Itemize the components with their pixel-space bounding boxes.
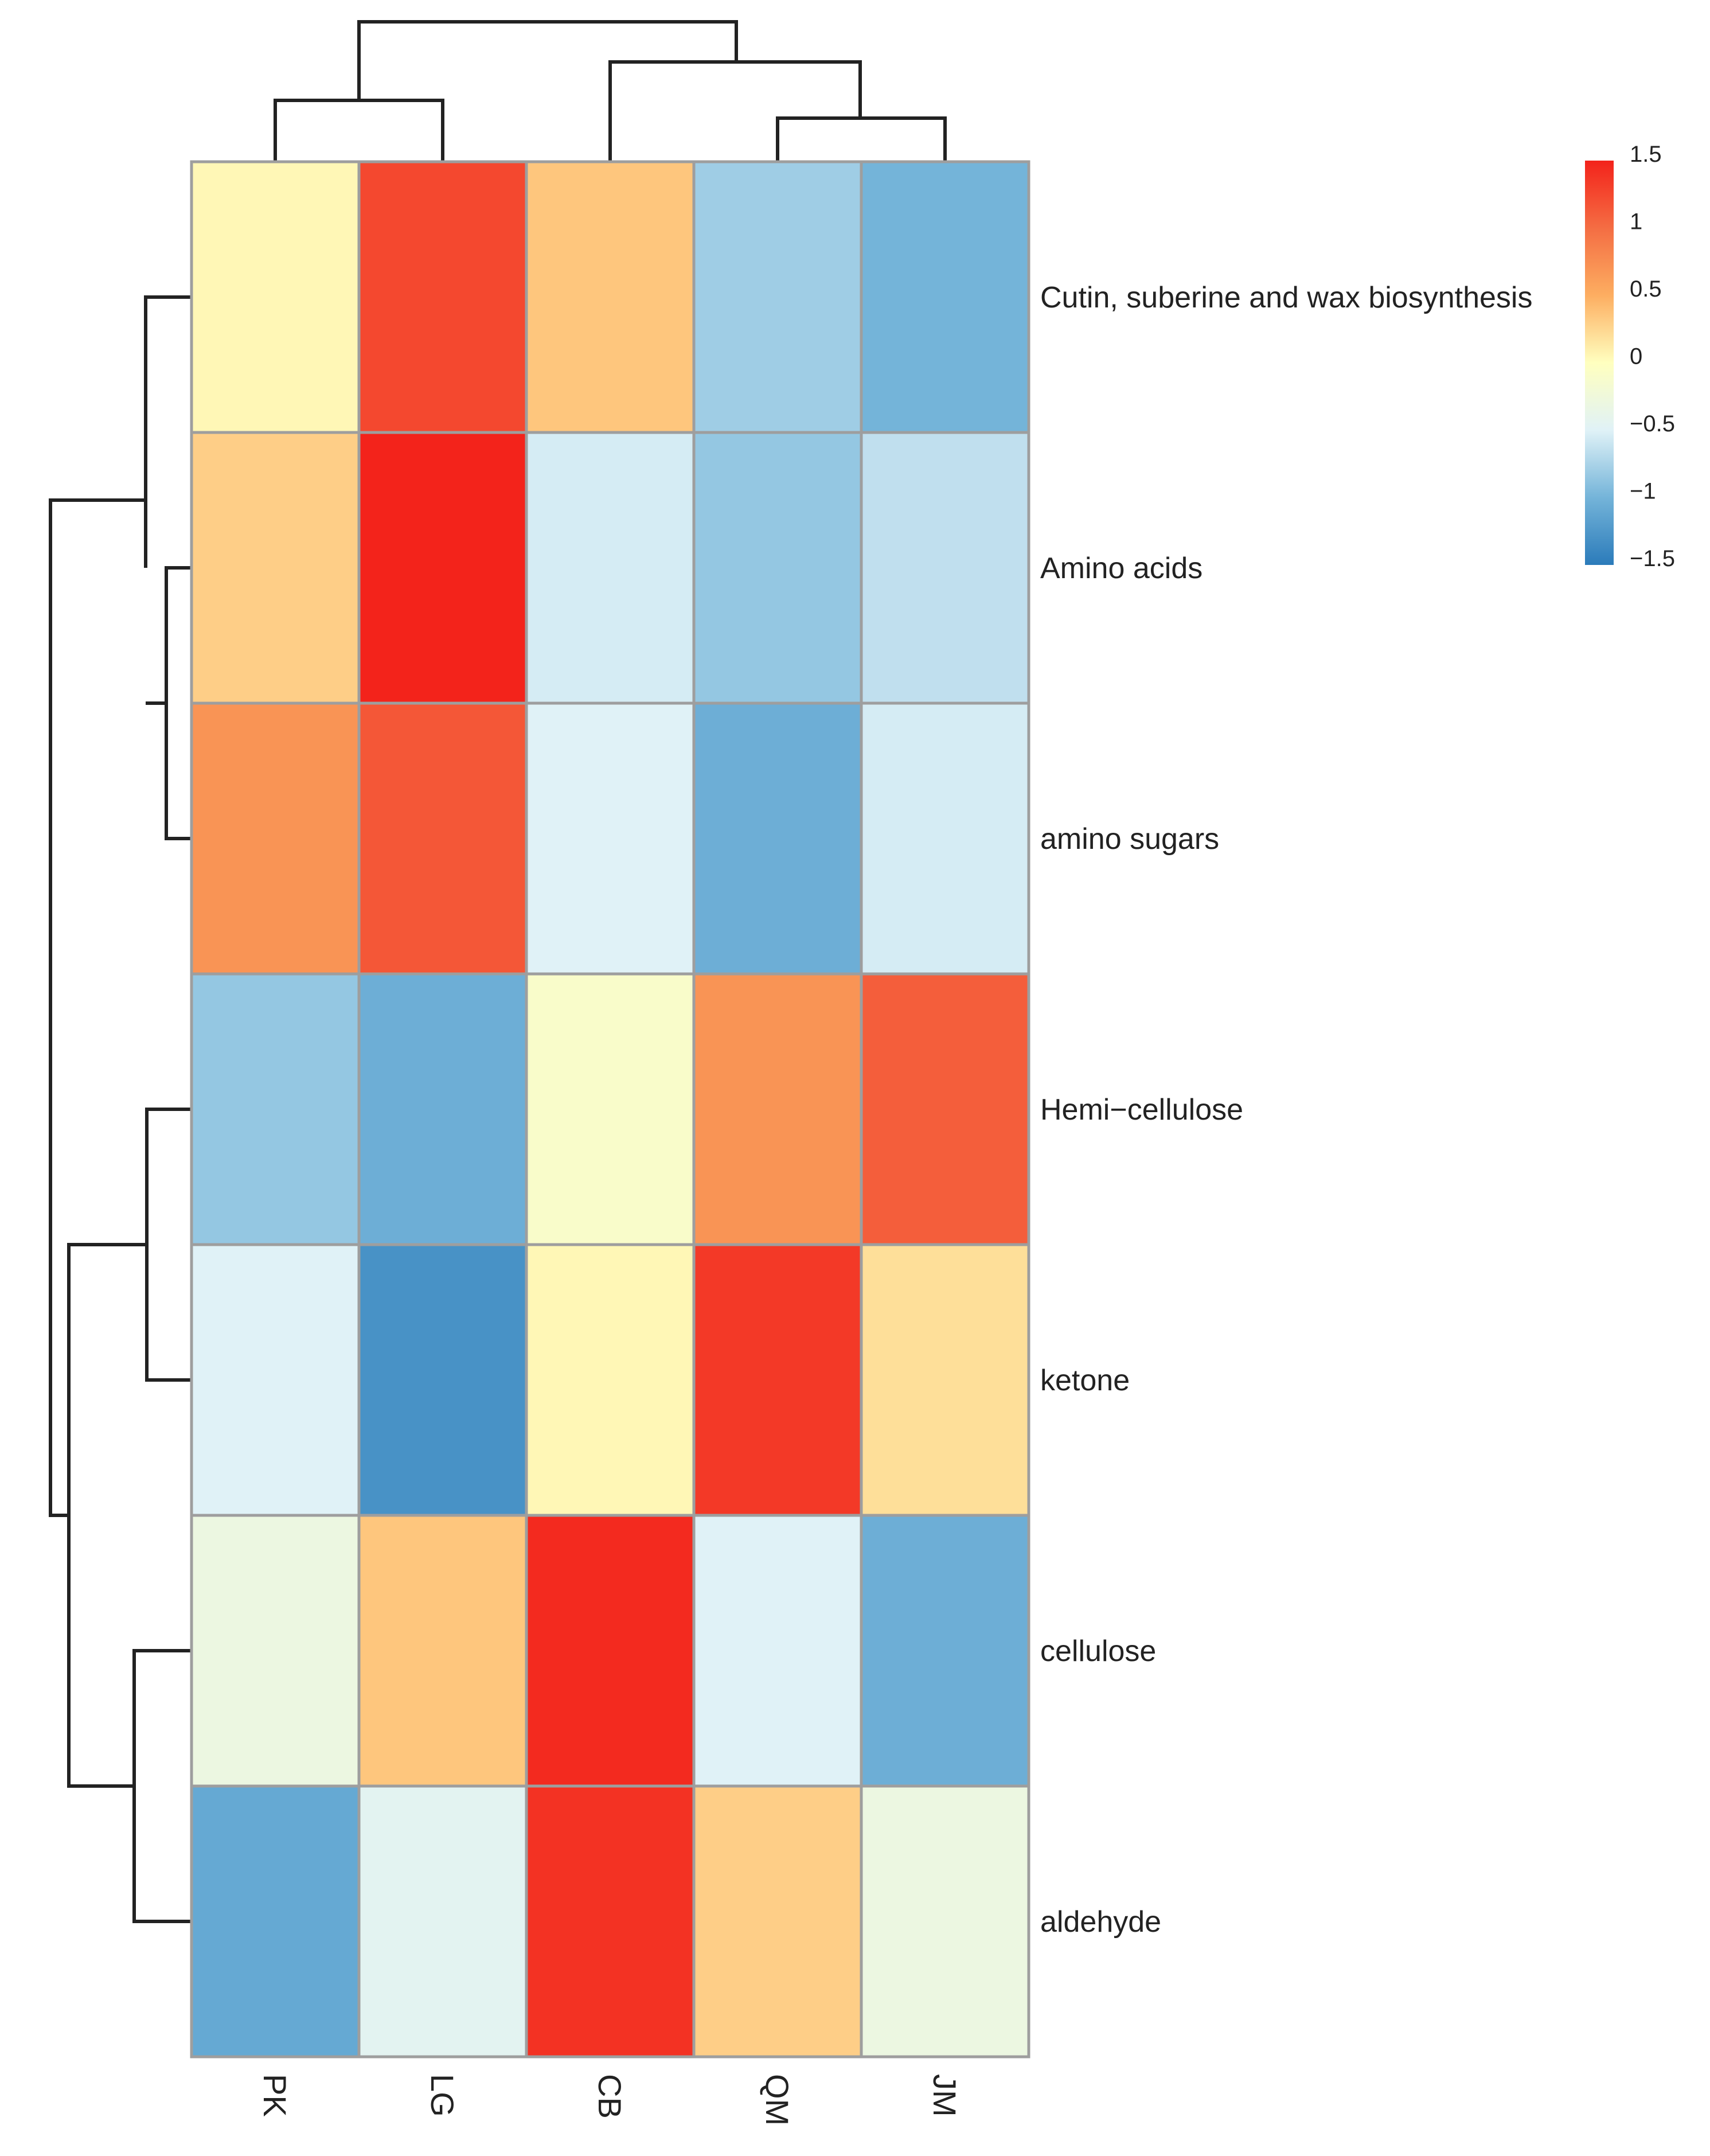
- column-label-jm: JM: [927, 2074, 963, 2117]
- heatmap-cell-ketone-qm: [692, 1243, 863, 1517]
- row-labels: Cutin, suberine and wax biosynthesis Amin…: [1040, 281, 1532, 1939]
- column-label-lg: LG: [424, 2074, 460, 2117]
- column-label-pk: PK: [257, 2074, 293, 2117]
- heatmap-cell-ketone-jm: [860, 1243, 1030, 1517]
- heatmap-cell-cutin-suberine-and-wax-biosynthesis-cb: [525, 160, 696, 434]
- heatmap-cell-cellulose-cb: [525, 1514, 696, 1788]
- legend-color-bar: [1585, 161, 1614, 565]
- heatmap-cell-hemi-cellulose-lg: [357, 972, 528, 1246]
- heatmap-cell-cutin-suberine-and-wax-biosynthesis-lg: [357, 160, 528, 434]
- heatmap-cell-amino-acids-lg: [357, 431, 528, 705]
- heatmap-cell-aldehyde-qm: [692, 1784, 863, 2058]
- heatmap-cell-cellulose-pk: [190, 1514, 361, 1788]
- row-label-ketone: ketone: [1040, 1364, 1130, 1397]
- heatmap-cell-cellulose-lg: [357, 1514, 528, 1788]
- heatmap-cell-aldehyde-lg: [357, 1784, 528, 2058]
- legend-tick-label: −1.5: [1630, 546, 1675, 571]
- row-label-amino-sugars: amino sugars: [1040, 822, 1219, 856]
- column-dendrogram-branch: [608, 60, 862, 162]
- row-label-aldehyde: aldehyde: [1040, 1905, 1161, 1939]
- legend-tick-label: 1: [1630, 209, 1642, 235]
- heatmap-cell-amino-acids-cb: [525, 431, 696, 705]
- legend-tick-label: 1.5: [1630, 142, 1662, 167]
- heatmap-cell-cutin-suberine-and-wax-biosynthesis-pk: [190, 160, 361, 434]
- row-dendrogram-branch: [49, 498, 146, 1517]
- legend-tick-label: −1: [1630, 479, 1656, 504]
- heatmap-cell-amino-acids-jm: [860, 431, 1030, 705]
- column-dendrogram-branch: [274, 99, 444, 162]
- legend-tick-label: 0.5: [1630, 276, 1662, 302]
- row-dendrogram-branch: [145, 1108, 192, 1382]
- column-label-qm: QM: [759, 2074, 795, 2126]
- heatmap-cell-cutin-suberine-and-wax-biosynthesis-qm: [692, 160, 863, 434]
- legend-tick-label: 0: [1630, 344, 1642, 369]
- heatmap-cell-hemi-cellulose-jm: [860, 972, 1030, 1246]
- heatmap-cell-amino-sugars-qm: [692, 701, 863, 976]
- heatmap-cell-amino-acids-pk: [190, 431, 361, 705]
- column-label-cb: CB: [592, 2074, 628, 2119]
- heatmap-cell-amino-acids-qm: [692, 431, 863, 705]
- heatmap-cell-amino-sugars-cb: [525, 701, 696, 976]
- legend-tick-label: −0.5: [1630, 411, 1675, 436]
- row-dendrogram-branch: [144, 295, 192, 568]
- column-dendrogram-branch: [776, 116, 947, 162]
- row-label-cellulose: cellulose: [1040, 1635, 1156, 1668]
- heatmap-cell-aldehyde-pk: [190, 1784, 361, 2058]
- column-labels: PK LG CB QM JM: [257, 2074, 963, 2126]
- heatmap-cell-ketone-cb: [525, 1243, 696, 1517]
- heatmap-cell-cutin-suberine-and-wax-biosynthesis-jm: [860, 160, 1030, 434]
- heatmap-cell-amino-sugars-lg: [357, 701, 528, 976]
- color-legend: 1.5 1 0.5 0 −0.5 −1 −1.5: [1585, 142, 1675, 571]
- heatmap-cell-ketone-pk: [190, 1243, 361, 1517]
- column-dendrogram-branch: [357, 20, 738, 100]
- row-dendrogram: [49, 295, 192, 1923]
- heatmap-cell-ketone-lg: [357, 1243, 528, 1517]
- heatmap-cell-cellulose-qm: [692, 1514, 863, 1788]
- row-label-hemi-cellulose: Hemi−cellulose: [1040, 1093, 1243, 1126]
- column-dendrogram: [274, 20, 947, 162]
- heatmap-cell-hemi-cellulose-qm: [692, 972, 863, 1246]
- row-dendrogram-branch: [132, 1649, 192, 1923]
- heatmap-cell-cellulose-jm: [860, 1514, 1030, 1788]
- row-dendrogram-branch: [165, 566, 192, 840]
- row-label-cutin-suberine-and-wax-biosynthesis: Cutin, suberine and wax biosynthesis: [1040, 281, 1532, 314]
- heatmap-cell-aldehyde-jm: [860, 1784, 1030, 2058]
- heatmap-cell-hemi-cellulose-cb: [525, 972, 696, 1246]
- heatmap-cells: [190, 160, 1030, 2058]
- heatmap-cell-hemi-cellulose-pk: [190, 972, 361, 1246]
- row-label-amino-acids: Amino acids: [1040, 552, 1203, 585]
- heatmap-cell-amino-sugars-pk: [190, 701, 361, 976]
- heatmap-cell-aldehyde-cb: [525, 1784, 696, 2058]
- heatmap-cell-amino-sugars-jm: [860, 701, 1030, 976]
